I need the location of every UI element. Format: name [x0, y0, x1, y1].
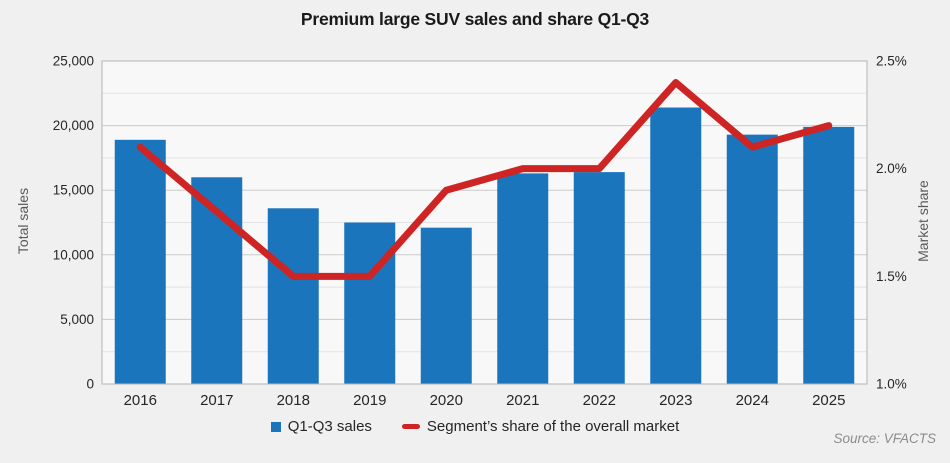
x-axis-tick-label: 2017: [200, 392, 233, 409]
left-axis-title: Total sales: [15, 187, 31, 255]
bar-2016: [114, 139, 166, 384]
legend: Q1-Q3 sales Segment’s share of the overa…: [0, 418, 950, 435]
left-axis-tick-label: 10,000: [53, 247, 94, 262]
left-axis-tick-label: 5,000: [60, 312, 94, 327]
source-note: Source: VFACTS: [833, 431, 936, 446]
plot-border: [101, 60, 868, 385]
left-axis-tick-label: 15,000: [53, 183, 94, 198]
legend-label-share: Segment’s share of the overall market: [426, 418, 680, 435]
legend-label-sales: Q1-Q3 sales: [287, 418, 372, 435]
bar-2024: [726, 134, 778, 384]
right-axis-tick-label: 1.5%: [876, 269, 907, 284]
bar-2019: [344, 222, 396, 384]
bar-2022: [573, 172, 625, 384]
share-line: [136, 79, 833, 280]
bar-2018: [267, 208, 319, 384]
bar-2020: [420, 227, 472, 384]
right-axis-title: Market share: [915, 180, 931, 262]
right-axis-tick-label: 1.0%: [876, 377, 907, 392]
bar-2021: [497, 173, 549, 384]
line-series-swatch-icon: [401, 424, 420, 429]
legend-item-share: Segment’s share of the overall market: [401, 418, 680, 435]
right-axis-tick-label: 2.0%: [876, 161, 907, 176]
x-axis-tick-label: 2024: [736, 392, 769, 409]
x-axis-tick-label: 2023: [659, 392, 692, 409]
x-axis-tick-label: 2016: [124, 392, 157, 409]
x-axis-tick-label: 2018: [277, 392, 310, 409]
left-axis-tick-label: 0: [86, 377, 94, 392]
bar-2025: [803, 126, 855, 384]
bar-series-swatch-icon: [270, 421, 281, 432]
x-axis-tick-label: 2019: [353, 392, 386, 409]
x-axis-tick-label: 2025: [812, 392, 845, 409]
right-axis-tick-label: 2.5%: [876, 54, 907, 69]
bar-2023: [650, 107, 702, 385]
left-axis-tick-label: 25,000: [53, 54, 94, 69]
x-axis-tick-label: 2021: [506, 392, 539, 409]
legend-item-sales: Q1-Q3 sales: [270, 418, 372, 435]
x-axis-tick-label: 2020: [430, 392, 463, 409]
chart-title: Premium large SUV sales and share Q1-Q3: [300, 9, 650, 29]
x-axis-tick-label: 2022: [583, 392, 616, 409]
left-axis-tick-label: 20,000: [53, 118, 94, 133]
